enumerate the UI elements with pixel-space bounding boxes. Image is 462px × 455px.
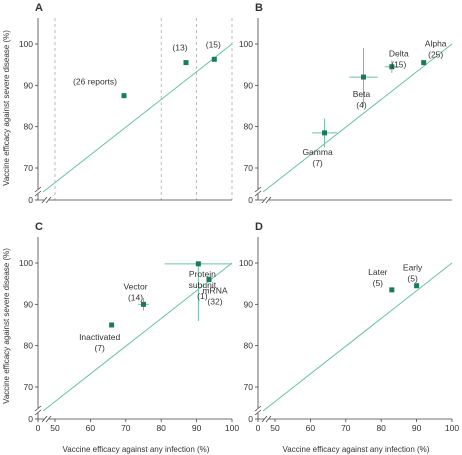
x-tick-label: 100 <box>225 423 239 433</box>
y-tick-label: 90 <box>244 80 254 90</box>
y-tick-label: 70 <box>24 382 34 392</box>
identity-line <box>262 262 453 412</box>
y-tick-label: 100 <box>19 39 33 49</box>
x-tick-label: 100 <box>445 423 459 433</box>
point-label: Alpha (25) <box>425 39 447 60</box>
data-point <box>211 56 217 62</box>
point-label: (13) <box>172 43 187 53</box>
y-tick-label: 90 <box>24 80 34 90</box>
point-label: Vector (14) <box>123 281 147 302</box>
x-tick-label: 60 <box>86 423 96 433</box>
panel-letter: B <box>255 2 263 14</box>
x-tick-label: 80 <box>156 423 166 433</box>
identity-line <box>42 43 233 193</box>
data-point <box>389 287 395 293</box>
data-point <box>195 261 201 267</box>
y-tick-label: 90 <box>244 299 254 309</box>
y-axis-label-bottom: Vaccine efficacy against severe disease … <box>2 248 11 404</box>
x-tick-label: 60 <box>306 423 316 433</box>
panel-a: A 0 70 80 90 100 (26 reports) (13) (15) <box>19 2 233 205</box>
y-tick-label: 80 <box>244 341 254 351</box>
y-tick-label: 70 <box>244 382 254 392</box>
panel-c: C 0 70 80 90 100 0 50 60 70 80 90 100 Inactivated (7) V… <box>19 221 240 433</box>
y-tick-label: 0 <box>248 195 253 205</box>
data-point <box>206 277 212 283</box>
x-tick-label: 0 <box>36 423 41 433</box>
x-axis-break <box>41 415 52 423</box>
x-axis-break <box>261 415 272 423</box>
point-label: (26 reports) <box>73 77 117 87</box>
x-tick-label: 80 <box>376 423 386 433</box>
point-label: mRNA (32) <box>202 286 227 307</box>
y-axis-break <box>254 186 262 197</box>
x-axis-label-left: Vaccine efficacy against any infection (… <box>63 445 210 454</box>
point-label: Beta (4) <box>353 89 371 110</box>
y-axis-break <box>34 405 42 416</box>
panel-b: B 0 70 80 90 100 Gamma (7) Beta (4) Delta (15) Alpha… <box>239 2 453 205</box>
point-label: Protein subunit (1) <box>189 269 217 301</box>
x-axis-break <box>261 196 272 204</box>
y-tick-label: 80 <box>24 341 34 351</box>
x-tick-label: 50 <box>270 423 280 433</box>
y-tick-label: 0 <box>28 414 33 424</box>
data-point <box>414 283 420 289</box>
y-tick-label: 70 <box>24 163 34 173</box>
y-tick-label: 100 <box>239 39 253 49</box>
panel-letter: A <box>35 2 43 14</box>
y-tick-label: 70 <box>244 163 254 173</box>
point-label: Gamma (7) <box>302 147 333 168</box>
data-point <box>121 93 127 99</box>
x-tick-label: 90 <box>412 423 422 433</box>
y-axis-label-top: Vaccine efficacy against severe disease … <box>2 30 11 186</box>
y-axis-break <box>254 405 262 416</box>
x-tick-label: 90 <box>192 423 202 433</box>
data-point <box>109 322 115 328</box>
y-tick-label: 0 <box>28 195 33 205</box>
point-label: Delta (15) <box>389 49 409 70</box>
identity-line <box>42 262 233 412</box>
point-label: Inactivated (7) <box>79 332 120 353</box>
x-axis-break <box>41 196 52 204</box>
x-tick-label: 50 <box>50 423 60 433</box>
y-tick-label: 80 <box>24 122 34 132</box>
data-point <box>389 64 395 70</box>
point-label: Later (5) <box>368 267 388 288</box>
panel-letter: C <box>35 221 43 233</box>
identity-line <box>262 43 453 193</box>
panel-d: D 0 70 80 90 100 0 50 60 70 80 90 100 Later (5) Early (5… <box>239 221 460 433</box>
data-point <box>322 130 328 136</box>
x-tick-label: 70 <box>121 423 131 433</box>
data-point <box>141 301 146 307</box>
y-tick-label: 0 <box>248 414 253 424</box>
y-tick-label: 80 <box>244 122 254 132</box>
y-axis-break <box>34 186 42 197</box>
y-tick-label: 90 <box>24 299 34 309</box>
x-tick-label: 70 <box>341 423 351 433</box>
data-point <box>361 74 366 80</box>
point-label: Early (5) <box>403 263 423 284</box>
panel-letter: D <box>255 221 263 233</box>
data-point <box>183 60 189 66</box>
data-point <box>421 60 427 66</box>
x-axis-label-right: Vaccine efficacy against any infection (… <box>283 445 430 454</box>
y-tick-label: 100 <box>239 258 253 268</box>
point-label: (15) <box>206 39 221 49</box>
x-tick-label: 0 <box>256 423 261 433</box>
y-tick-label: 100 <box>19 258 33 268</box>
